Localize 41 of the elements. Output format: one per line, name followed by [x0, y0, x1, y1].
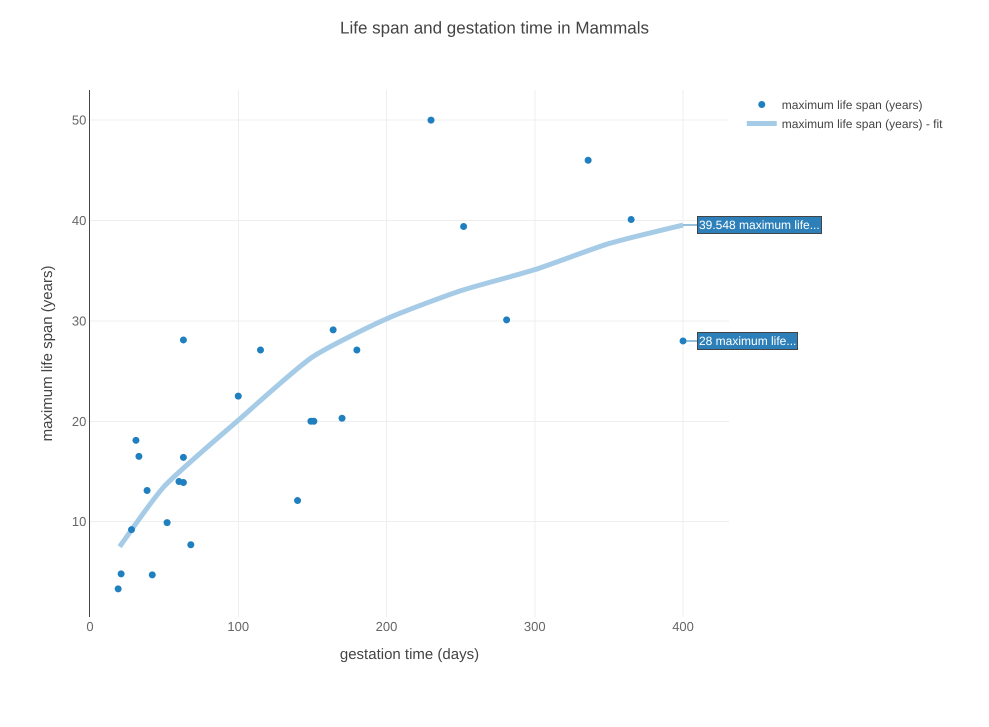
legend-label: maximum life span (years) [782, 98, 922, 112]
y-axis-title: maximum life span (years) [39, 266, 56, 442]
point [144, 487, 151, 494]
x-tick-label: 100 [227, 619, 250, 634]
y-tick-label: 40 [72, 213, 86, 228]
point [234, 392, 242, 400]
point [180, 336, 187, 344]
point [428, 116, 434, 124]
y-tick-label: 10 [72, 514, 86, 530]
legend-label: maximum life span (years) - fit [782, 117, 944, 132]
point [132, 436, 140, 444]
point [294, 497, 302, 504]
point [330, 326, 337, 334]
annotation: 39.548 maximum life... [699, 218, 820, 232]
x-tick-label: 0 [86, 619, 94, 634]
point [257, 346, 264, 354]
point [135, 452, 142, 460]
point [503, 316, 510, 324]
x-tick-label: 200 [376, 619, 398, 634]
point [680, 337, 687, 344]
point [114, 585, 122, 592]
point [353, 346, 360, 354]
point [148, 571, 156, 578]
point [338, 414, 346, 422]
y-tick-label: 30 [72, 313, 86, 328]
point [118, 570, 125, 578]
annotation: 28 maximum life... [699, 334, 796, 348]
point [628, 216, 635, 223]
y-tick-label: 50 [72, 112, 86, 128]
point [584, 156, 592, 164]
y-tick-label: 20 [72, 414, 86, 429]
point [187, 541, 194, 548]
point [128, 526, 136, 534]
chart-title: Life span and gestation time in Mammals [340, 18, 649, 38]
x-tick-label: 400 [672, 619, 694, 634]
point [164, 519, 171, 526]
point [180, 454, 187, 461]
point [180, 478, 187, 486]
x-tick-label: 300 [524, 619, 546, 634]
x-axis-title: gestation time (days) [340, 646, 480, 663]
point [460, 223, 468, 230]
